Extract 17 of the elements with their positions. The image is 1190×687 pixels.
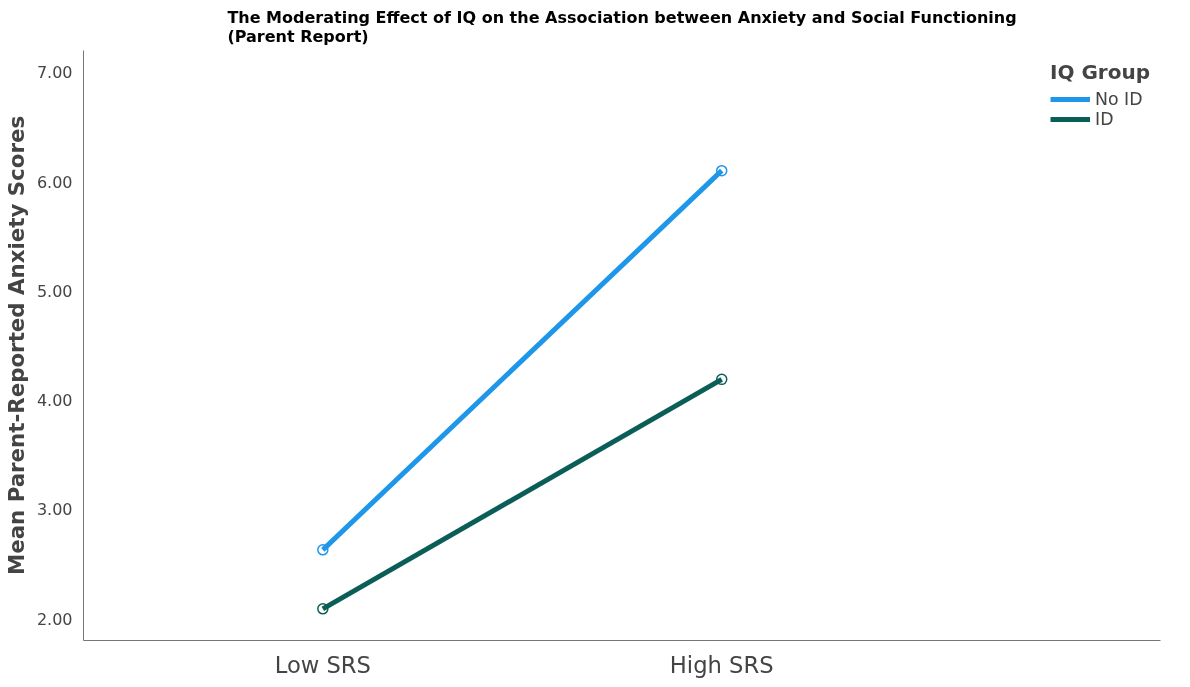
y-axis-title: Mean Parent-Reported Anxiety Scores xyxy=(3,115,29,576)
point xyxy=(715,164,728,177)
y-tick-label: 6.00 xyxy=(36,172,73,192)
x-tick-label: High SRS xyxy=(669,651,774,678)
legend-label: No ID xyxy=(1095,89,1143,109)
legend-label: ID xyxy=(1095,109,1115,129)
point xyxy=(317,544,329,556)
legend-title: IQ Group xyxy=(1050,60,1150,84)
y-tick-label: 7.00 xyxy=(36,63,73,83)
y-tick-label: 2.00 xyxy=(36,609,73,629)
x-tick-label: Low SRS xyxy=(274,651,371,678)
point xyxy=(317,603,329,615)
y-tick-label: 3.00 xyxy=(36,500,73,520)
y-tick-label: 5.00 xyxy=(36,281,73,301)
y-tick-label: 4.00 xyxy=(36,391,73,411)
chart-title: The Moderating Effect of IQ on the Association between Anxiety and Social Functioning (Parent Report) xyxy=(227,7,1017,46)
point xyxy=(715,373,728,386)
